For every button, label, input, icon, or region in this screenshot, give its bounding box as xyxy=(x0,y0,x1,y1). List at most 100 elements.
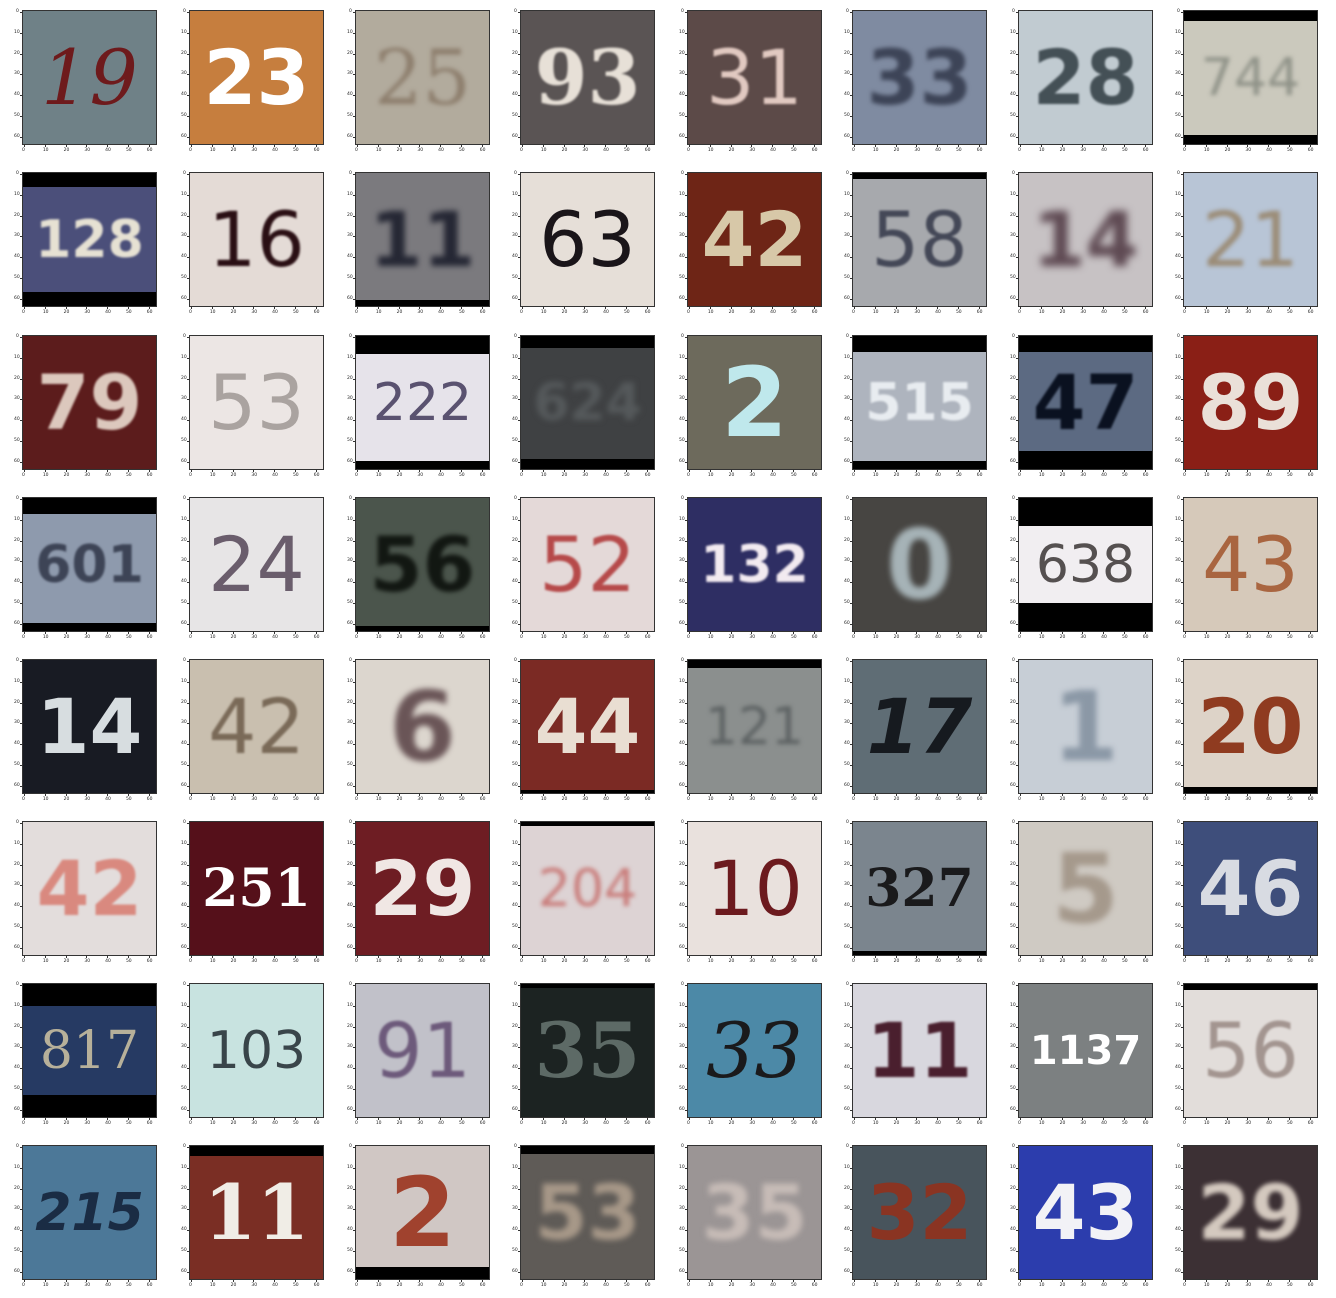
y-tick-label: 10 xyxy=(181,1003,187,1008)
y-tick-mark xyxy=(518,1168,520,1169)
y-tick-mark xyxy=(20,420,22,421)
y-tick-mark xyxy=(187,865,189,866)
y-tick-mark xyxy=(850,865,852,866)
y-tick-mark xyxy=(850,582,852,583)
x-tick-mark xyxy=(191,794,192,796)
x-tick-mark xyxy=(482,632,483,634)
x-tick-label: 50 xyxy=(293,797,299,802)
x-tick-label: 10 xyxy=(541,959,547,964)
x-tick-label: 0 xyxy=(687,959,690,964)
x-tick-mark xyxy=(564,470,565,472)
y-tick-mark xyxy=(1016,823,1018,824)
x-tick-label: 30 xyxy=(417,797,423,802)
y-tick-label: 50 xyxy=(1175,924,1181,929)
y-tick-mark xyxy=(1016,906,1018,907)
x-tick-mark xyxy=(875,307,876,309)
x-tick-mark xyxy=(1247,632,1248,634)
y-tick-mark xyxy=(353,1230,355,1231)
y-tick-mark xyxy=(20,399,22,400)
y-tick-mark xyxy=(850,541,852,542)
x-tick-label: 40 xyxy=(272,797,278,802)
x-tick-mark xyxy=(854,1118,855,1120)
x-tick-mark xyxy=(1062,307,1063,309)
x-tick-label: 30 xyxy=(1080,635,1086,640)
y-tick-label: 10 xyxy=(512,679,518,684)
y-tick-label: 10 xyxy=(14,841,20,846)
x-tick-label: 20 xyxy=(894,959,900,964)
y-tick-mark xyxy=(20,661,22,662)
x-tick-mark xyxy=(1185,145,1186,147)
y-tick-mark xyxy=(518,257,520,258)
y-tick-label: 40 xyxy=(844,579,850,584)
x-tick-label: 10 xyxy=(210,1121,216,1126)
y-tick-mark xyxy=(187,520,189,521)
x-tick-label: 40 xyxy=(105,1121,111,1126)
x-tick-mark xyxy=(378,956,379,958)
y-tick-mark xyxy=(1181,1230,1183,1231)
x-tick-label: 30 xyxy=(251,797,257,802)
x-tick-label: 60 xyxy=(645,1121,651,1126)
y-tick-mark xyxy=(518,499,520,500)
y-tick-mark xyxy=(850,906,852,907)
y-tick-mark xyxy=(850,682,852,683)
y-tick-mark xyxy=(1181,1209,1183,1210)
x-tick-mark xyxy=(295,1118,296,1120)
y-tick-label: 0 xyxy=(1012,820,1015,825)
x-tick-label: 40 xyxy=(935,473,941,478)
y-tick-mark xyxy=(1181,95,1183,96)
tile-image: 2 xyxy=(355,1145,490,1280)
house-number: 53 xyxy=(190,365,323,441)
x-tick-mark xyxy=(1020,470,1021,472)
x-tick-label: 10 xyxy=(376,635,382,640)
x-tick-label: 60 xyxy=(645,959,651,964)
tile-image: 93 xyxy=(520,10,655,145)
digit-tile: 19 0 10 20 30 40 50 60 0 10 20 30 40 50 60 xyxy=(6,10,161,159)
y-tick-mark xyxy=(1016,12,1018,13)
x-tick-label: 30 xyxy=(582,1121,588,1126)
x-tick-label: 60 xyxy=(812,1283,818,1288)
y-tick-label: 0 xyxy=(1012,1144,1015,1149)
x-tick-mark xyxy=(253,956,254,958)
y-tick-label: 40 xyxy=(679,1065,685,1070)
x-tick-label: 30 xyxy=(1245,310,1251,315)
y-tick-label: 50 xyxy=(1175,762,1181,767)
y-tick-label: 10 xyxy=(1175,30,1181,35)
y-tick-mark xyxy=(1016,786,1018,787)
x-tick-mark xyxy=(814,1118,815,1120)
x-tick-mark xyxy=(896,956,897,958)
x-tick-label: 60 xyxy=(645,1283,651,1288)
x-tick-mark xyxy=(1227,470,1228,472)
x-tick-mark xyxy=(316,1118,317,1120)
x-tick-mark xyxy=(461,956,462,958)
x-tick-label: 60 xyxy=(1143,1283,1149,1288)
x-tick-mark xyxy=(233,145,234,147)
x-tick-label: 0 xyxy=(852,310,855,315)
y-tick-label: 50 xyxy=(181,600,187,605)
y-tick-label: 50 xyxy=(1010,924,1016,929)
x-tick-mark xyxy=(1310,1280,1311,1282)
y-tick-label: 30 xyxy=(14,720,20,725)
y-tick-label: 50 xyxy=(1010,600,1016,605)
y-tick-label: 50 xyxy=(1010,113,1016,118)
y-tick-label: 10 xyxy=(347,1165,353,1170)
x-tick-label: 10 xyxy=(376,959,382,964)
x-tick-label: 20 xyxy=(64,310,70,315)
x-tick-mark xyxy=(522,307,523,309)
y-tick-mark xyxy=(1016,54,1018,55)
y-tick-mark xyxy=(1016,95,1018,96)
y-tick-mark xyxy=(20,865,22,866)
y-tick-label: 10 xyxy=(1010,1165,1016,1170)
y-tick-mark xyxy=(353,257,355,258)
y-tick-mark xyxy=(685,723,687,724)
y-tick-mark xyxy=(685,682,687,683)
y-tick-label: 40 xyxy=(1010,741,1016,746)
x-tick-label: 30 xyxy=(749,797,755,802)
x-tick-mark xyxy=(24,1280,25,1282)
x-tick-label: 50 xyxy=(791,959,797,964)
y-tick-label: 30 xyxy=(512,1044,518,1049)
y-tick-mark xyxy=(518,624,520,625)
y-tick-label: 50 xyxy=(14,600,20,605)
x-tick-label: 60 xyxy=(480,635,486,640)
y-tick-mark xyxy=(518,703,520,704)
tile-image: 638 xyxy=(1018,497,1153,632)
